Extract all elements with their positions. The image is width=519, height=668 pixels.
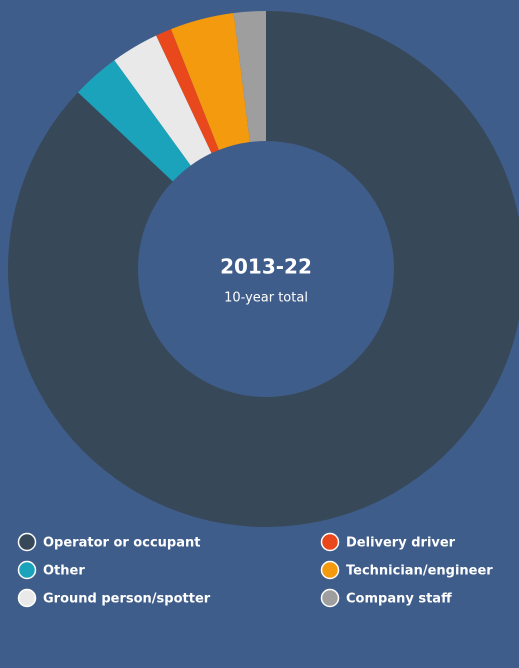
donut-segment (114, 35, 212, 166)
legend-label: Company staff (346, 592, 452, 607)
legend-swatch (17, 560, 37, 580)
donut-segment (171, 13, 250, 150)
legend-label: Other (43, 564, 85, 579)
donut-segment (77, 60, 191, 182)
legend-swatch (320, 560, 340, 580)
legend-swatch (320, 532, 340, 552)
legend-label: Technician/engineer (346, 564, 493, 579)
donut-segment (233, 11, 266, 143)
center-title: 2013-22 (220, 255, 312, 279)
donut-segment (156, 29, 219, 154)
donut-segment (8, 11, 519, 527)
legend-label: Delivery driver (346, 536, 456, 551)
legend-swatch (17, 588, 37, 608)
center-subtitle: 10-year total (224, 291, 308, 306)
legend-swatch (320, 588, 340, 608)
legend-label: Operator or occupant (43, 536, 200, 551)
legend-swatch (17, 532, 37, 552)
legend-label: Ground person/spotter (43, 592, 211, 607)
